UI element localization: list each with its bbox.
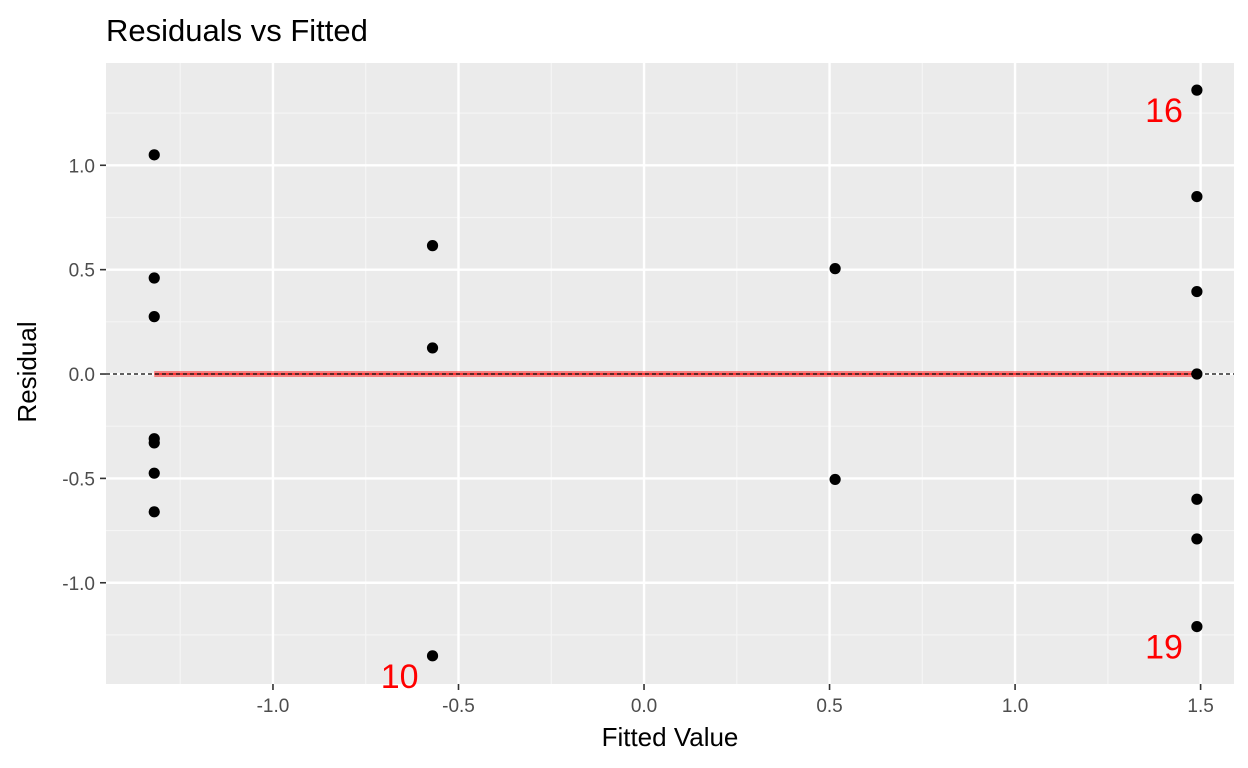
- x-tick-label: 0.5: [816, 696, 842, 717]
- x-tick-label: 1.5: [1187, 696, 1213, 717]
- y-tick-label: 0.0: [69, 365, 95, 386]
- data-points: [148, 84, 1203, 662]
- data-point: [1191, 533, 1203, 545]
- data-point: [148, 149, 160, 161]
- data-point: [148, 437, 160, 449]
- y-tick-label: -1.0: [62, 574, 95, 595]
- data-point: [1191, 190, 1203, 203]
- data-point: [1191, 285, 1203, 298]
- y-tick-label: 1.0: [69, 156, 95, 177]
- data-point: [1191, 368, 1203, 380]
- data-point: [426, 650, 439, 662]
- x-tick-label: 1.0: [1002, 696, 1028, 717]
- data-point: [829, 473, 841, 486]
- data-point: [1191, 493, 1203, 505]
- y-axis-title: Residual: [12, 321, 42, 422]
- y-tick-label: -0.5: [62, 469, 95, 490]
- data-point: [1191, 84, 1203, 96]
- point-label-10: 10: [381, 658, 419, 696]
- point-label-16: 16: [1145, 92, 1183, 130]
- x-axis: -1.0 -0.5 0.0 0.5 1.0 1.5: [257, 684, 1214, 717]
- point-annotations: 16 10 19: [381, 92, 1183, 696]
- data-point: [148, 467, 160, 479]
- data-point: [426, 240, 439, 252]
- x-tick-label: -0.5: [442, 696, 475, 717]
- data-point: [148, 311, 160, 323]
- x-axis-title: Fitted Value: [602, 722, 739, 752]
- y-axis: -1.0 -0.5 0.0 0.5 1.0: [62, 156, 106, 595]
- data-point: [829, 263, 841, 275]
- data-point: [148, 506, 160, 518]
- data-point: [426, 342, 439, 354]
- data-point: [1191, 620, 1203, 633]
- x-tick-label: 0.0: [631, 696, 657, 717]
- point-label-19: 19: [1145, 629, 1183, 667]
- y-tick-label: 0.5: [69, 261, 95, 282]
- chart-title: Residuals vs Fitted: [106, 13, 368, 48]
- x-tick-label: -1.0: [257, 696, 290, 717]
- data-point: [148, 272, 160, 284]
